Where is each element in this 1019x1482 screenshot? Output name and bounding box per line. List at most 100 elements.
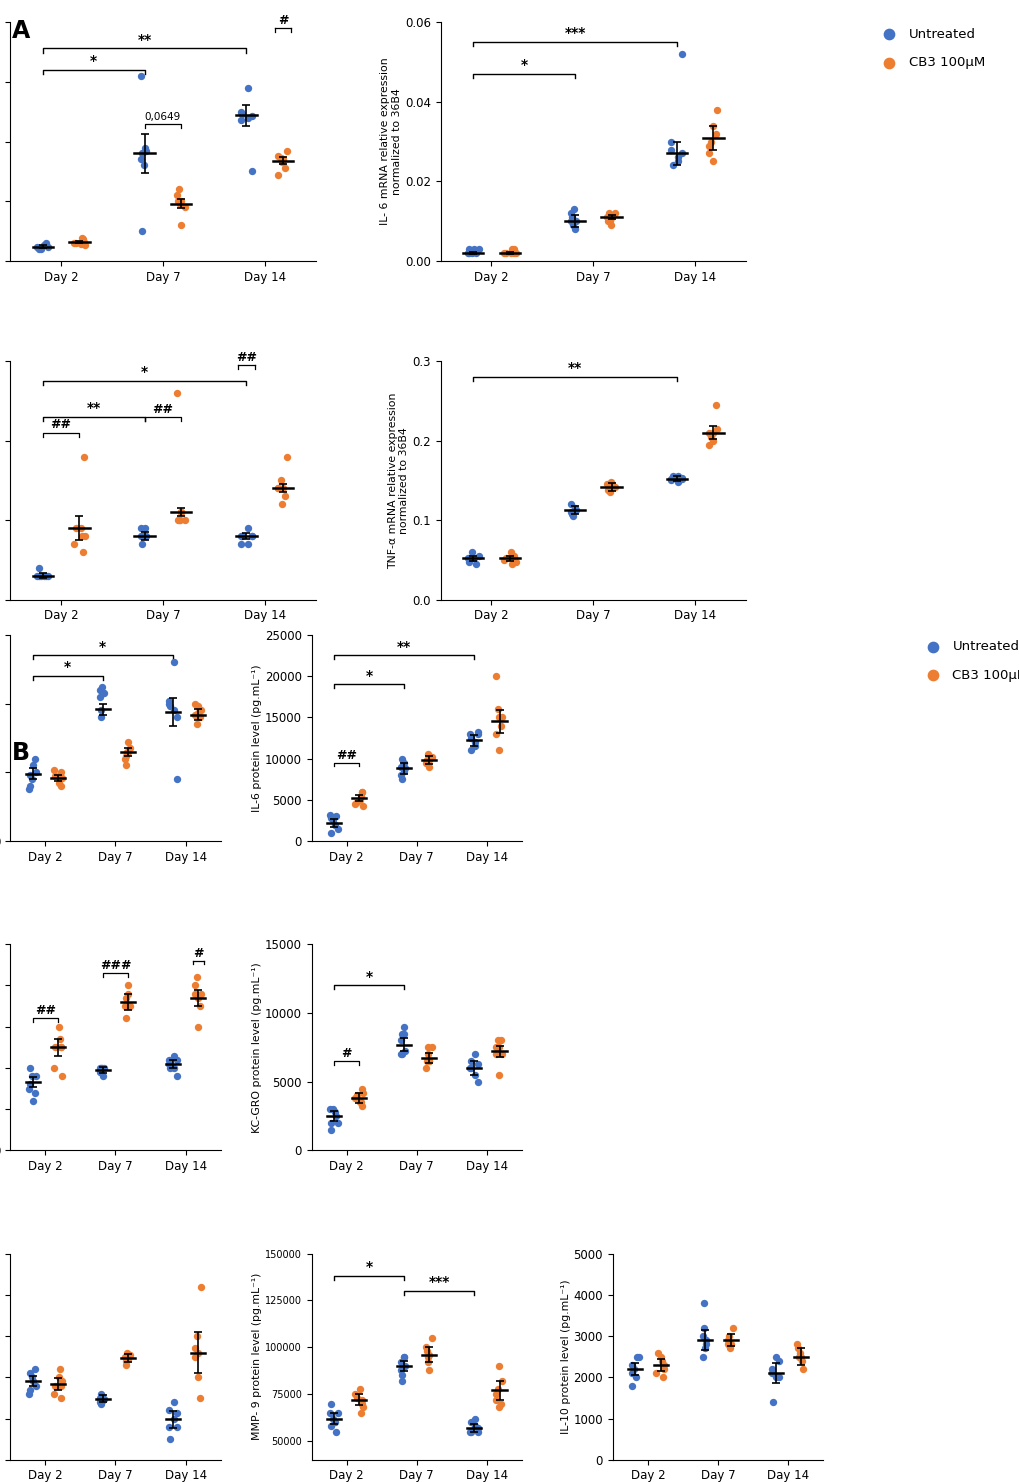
Point — [30, 234, 46, 258]
Point — [232, 99, 249, 123]
Point — [176, 196, 193, 219]
Point — [564, 206, 580, 230]
Point — [423, 745, 439, 769]
Point — [393, 1042, 410, 1066]
Point — [161, 1415, 177, 1439]
Point — [792, 1344, 808, 1368]
Point — [234, 525, 251, 548]
Point — [352, 1377, 368, 1400]
Point — [421, 1343, 437, 1366]
Point — [26, 1080, 43, 1104]
Point — [94, 1057, 110, 1080]
Point — [20, 1381, 37, 1405]
Point — [567, 496, 583, 520]
Point — [51, 1027, 67, 1051]
Point — [562, 492, 579, 516]
Point — [53, 1036, 69, 1060]
Point — [161, 1048, 177, 1071]
Point — [168, 705, 184, 729]
Point — [190, 986, 206, 1009]
Point — [393, 754, 410, 778]
Point — [93, 1060, 109, 1083]
Point — [30, 565, 46, 588]
Point — [470, 237, 486, 261]
Point — [133, 525, 150, 548]
Point — [720, 1332, 737, 1356]
Point — [463, 539, 479, 563]
Legend: Untreated, CB3 100μM: Untreated, CB3 100μM — [913, 634, 1019, 688]
Point — [493, 1369, 510, 1393]
Point — [33, 237, 49, 261]
Point — [192, 1386, 208, 1409]
Point — [562, 209, 579, 233]
Point — [96, 1057, 112, 1080]
Point — [33, 565, 49, 588]
Point — [470, 720, 486, 744]
Point — [394, 1363, 411, 1387]
Point — [394, 1021, 411, 1045]
Point — [600, 477, 616, 501]
Point — [92, 1386, 108, 1409]
Text: *: * — [90, 53, 97, 68]
Point — [602, 213, 619, 237]
Text: #: # — [277, 13, 288, 27]
Point — [67, 231, 84, 255]
Point — [171, 508, 187, 532]
Point — [118, 1006, 135, 1030]
Point — [396, 1355, 413, 1378]
Point — [655, 1358, 672, 1381]
Y-axis label: IL-10 protein level (pg.mL⁻¹): IL-10 protein level (pg.mL⁻¹) — [560, 1279, 571, 1435]
Point — [704, 150, 720, 173]
Point — [118, 740, 135, 763]
Point — [329, 1400, 345, 1424]
Point — [598, 473, 614, 496]
Point — [26, 1358, 43, 1381]
Point — [119, 731, 136, 754]
Point — [117, 747, 133, 771]
Point — [232, 532, 249, 556]
Point — [354, 1389, 370, 1412]
Point — [421, 1049, 437, 1073]
Point — [47, 1374, 63, 1398]
Point — [460, 547, 476, 571]
Point — [624, 1353, 640, 1377]
Point — [75, 445, 92, 468]
Point — [186, 692, 203, 716]
Point — [700, 133, 716, 157]
Point — [463, 726, 479, 750]
Text: A: A — [12, 19, 31, 43]
Point — [674, 142, 690, 166]
Point — [53, 760, 69, 784]
Point — [25, 753, 42, 777]
Point — [393, 1029, 410, 1052]
Point — [119, 1347, 136, 1371]
Point — [118, 1341, 135, 1365]
Point — [599, 209, 615, 233]
Point — [419, 747, 435, 771]
Point — [355, 794, 371, 818]
Point — [118, 994, 135, 1018]
Point — [707, 122, 723, 145]
Point — [190, 1341, 206, 1365]
Point — [421, 1049, 437, 1073]
Point — [602, 470, 619, 494]
Point — [418, 1335, 434, 1359]
Text: *: * — [141, 365, 148, 379]
Point — [239, 105, 256, 129]
Point — [470, 544, 486, 568]
Point — [232, 525, 249, 548]
Point — [171, 191, 187, 215]
Point — [792, 1341, 808, 1365]
Point — [93, 1381, 109, 1405]
Point — [649, 1341, 665, 1365]
Point — [38, 565, 54, 588]
Point — [46, 1381, 62, 1405]
Point — [92, 1390, 108, 1414]
Point — [488, 1042, 504, 1066]
Point — [702, 130, 718, 154]
Point — [394, 747, 411, 771]
Text: ##: ## — [35, 1005, 56, 1017]
Point — [120, 974, 137, 997]
Point — [346, 1086, 363, 1110]
Point — [51, 1358, 67, 1381]
